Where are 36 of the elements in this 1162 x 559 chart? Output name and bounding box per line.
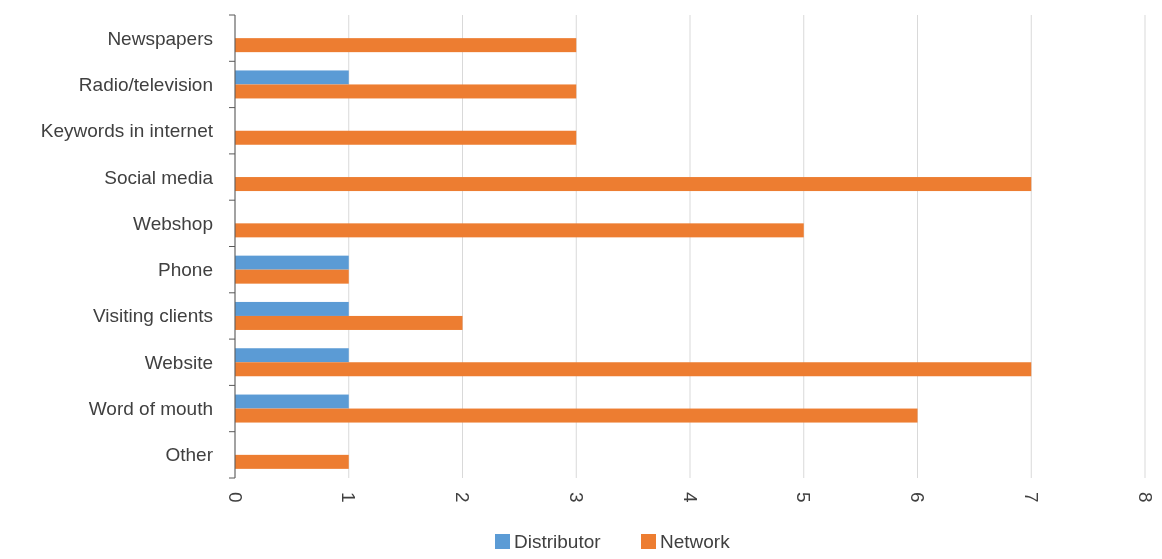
legend-label: Distributor — [514, 531, 602, 552]
x-tick-label: 3 — [565, 492, 587, 503]
y-tick-label: Radio/television — [78, 73, 213, 95]
bar — [235, 362, 1032, 377]
x-tick-label: 0 — [224, 492, 246, 503]
y-tick-label: Phone — [158, 259, 213, 281]
bar — [235, 394, 349, 409]
legend-label: Network — [660, 531, 731, 552]
y-tick-label: Other — [165, 444, 214, 466]
bar — [235, 38, 577, 53]
x-tick-label: 7 — [1020, 492, 1042, 503]
x-tick-label: 5 — [793, 492, 815, 503]
x-tick-label: 4 — [679, 492, 701, 503]
bar — [235, 408, 918, 423]
x-tick-label: 6 — [907, 492, 928, 503]
y-tick-label: Webshop — [133, 212, 213, 234]
x-tick-label: 2 — [452, 492, 473, 503]
y-tick-label: Visiting clients — [92, 305, 213, 327]
y-tick-label: Word of mouth — [88, 398, 213, 420]
bar — [235, 84, 577, 99]
bar — [235, 269, 349, 284]
y-tick-label: Website — [144, 351, 213, 373]
bar — [235, 223, 804, 238]
y-tick-label: Newspapers — [107, 27, 213, 49]
bar — [235, 130, 577, 145]
x-tick-label: 8 — [1134, 492, 1156, 503]
x-tick-label: 1 — [338, 492, 360, 503]
bar — [235, 177, 1032, 192]
y-tick-label: Keywords in internet — [40, 120, 214, 142]
y-tick-label: Social media — [104, 166, 214, 188]
bar — [235, 255, 349, 270]
bar — [235, 454, 349, 469]
bar — [235, 348, 349, 363]
bar — [235, 301, 349, 316]
bar — [235, 70, 349, 85]
bar — [235, 315, 463, 330]
